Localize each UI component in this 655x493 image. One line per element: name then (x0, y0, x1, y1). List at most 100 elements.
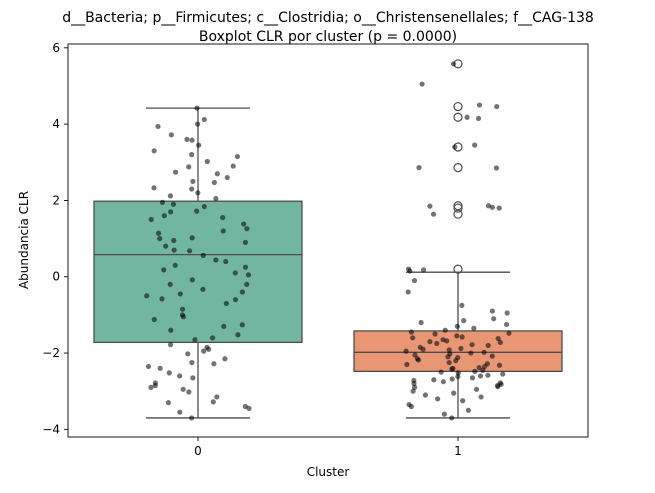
data-point (188, 415, 195, 421)
data-point (151, 185, 157, 191)
data-point (491, 316, 497, 322)
data-point (481, 349, 487, 355)
data-point (157, 235, 163, 242)
data-point (242, 264, 249, 270)
data-point (165, 400, 171, 406)
data-point (410, 335, 416, 341)
data-point (190, 375, 196, 381)
data-point (189, 359, 195, 366)
data-point (234, 153, 241, 160)
data-point (408, 329, 415, 335)
data-point (172, 169, 179, 175)
data-point (420, 346, 426, 352)
data-point (189, 186, 195, 192)
data-point (222, 356, 228, 362)
data-point (420, 267, 427, 273)
data-point (187, 248, 193, 254)
plot-area (93, 59, 563, 421)
data-point (179, 306, 186, 312)
data-point (180, 386, 186, 392)
strip-points-cluster-0 (144, 105, 252, 421)
outlier-point (453, 264, 463, 274)
data-point (489, 308, 495, 314)
data-point (171, 237, 177, 244)
data-point (403, 348, 409, 354)
data-point (221, 323, 227, 329)
x-tick-label: 1 (454, 444, 462, 458)
data-point (210, 399, 216, 405)
data-point (504, 310, 510, 316)
data-point (190, 178, 196, 184)
outlier-point (453, 101, 463, 112)
data-point (476, 364, 482, 371)
data-point (476, 102, 483, 108)
y-tick-label: 0 (52, 270, 60, 284)
data-point (451, 390, 457, 396)
data-point (459, 334, 465, 340)
data-point (155, 123, 161, 130)
data-point (201, 116, 207, 123)
data-point (177, 373, 183, 379)
data-point (242, 239, 248, 246)
data-point (167, 281, 173, 287)
data-point (163, 243, 169, 249)
data-point (478, 394, 484, 400)
data-point (496, 362, 503, 368)
data-point (465, 407, 472, 413)
data-point (446, 359, 452, 366)
data-point (405, 289, 411, 295)
data-point (410, 388, 416, 394)
data-point (170, 201, 177, 207)
data-point (422, 392, 428, 398)
data-point (168, 132, 174, 138)
data-point (185, 351, 191, 357)
data-point (449, 376, 455, 382)
data-point (196, 142, 202, 148)
data-point (473, 386, 480, 392)
data-point (245, 272, 252, 278)
data-point (455, 374, 461, 380)
data-point (186, 164, 192, 170)
data-point (415, 357, 422, 363)
data-point (189, 137, 195, 143)
data-point (194, 121, 201, 127)
data-point (204, 158, 210, 165)
data-point (469, 342, 475, 348)
data-point (455, 355, 461, 361)
data-point (211, 179, 217, 186)
y-tick-label: −2 (42, 346, 60, 360)
data-point (496, 205, 502, 211)
data-point (430, 211, 437, 217)
data-point (494, 103, 500, 110)
chart-title: d__Bacteria; p__Firmicutes; c__Clostridi… (62, 10, 594, 26)
data-point (431, 377, 437, 383)
data-point (495, 384, 501, 390)
data-point (438, 369, 444, 375)
data-point (450, 61, 457, 67)
data-point (454, 333, 460, 339)
data-point (407, 268, 413, 274)
data-point (235, 332, 241, 338)
data-point (446, 347, 452, 353)
data-point (471, 325, 477, 331)
data-point (159, 199, 166, 205)
data-point (459, 302, 465, 308)
data-point (172, 262, 178, 268)
data-point (204, 344, 210, 350)
outlier-point (453, 209, 463, 219)
data-point (497, 339, 503, 345)
data-point (464, 114, 470, 120)
data-point (493, 165, 500, 171)
data-point (151, 316, 157, 323)
data-point (449, 415, 455, 421)
data-point (155, 230, 162, 236)
data-point (148, 384, 154, 390)
data-point (416, 165, 422, 171)
data-point (427, 339, 433, 345)
data-point (200, 286, 206, 292)
data-point (220, 228, 226, 234)
data-point (167, 342, 174, 348)
data-point (213, 257, 219, 263)
strip-points-cluster-1 (403, 61, 512, 421)
data-point (220, 215, 226, 221)
